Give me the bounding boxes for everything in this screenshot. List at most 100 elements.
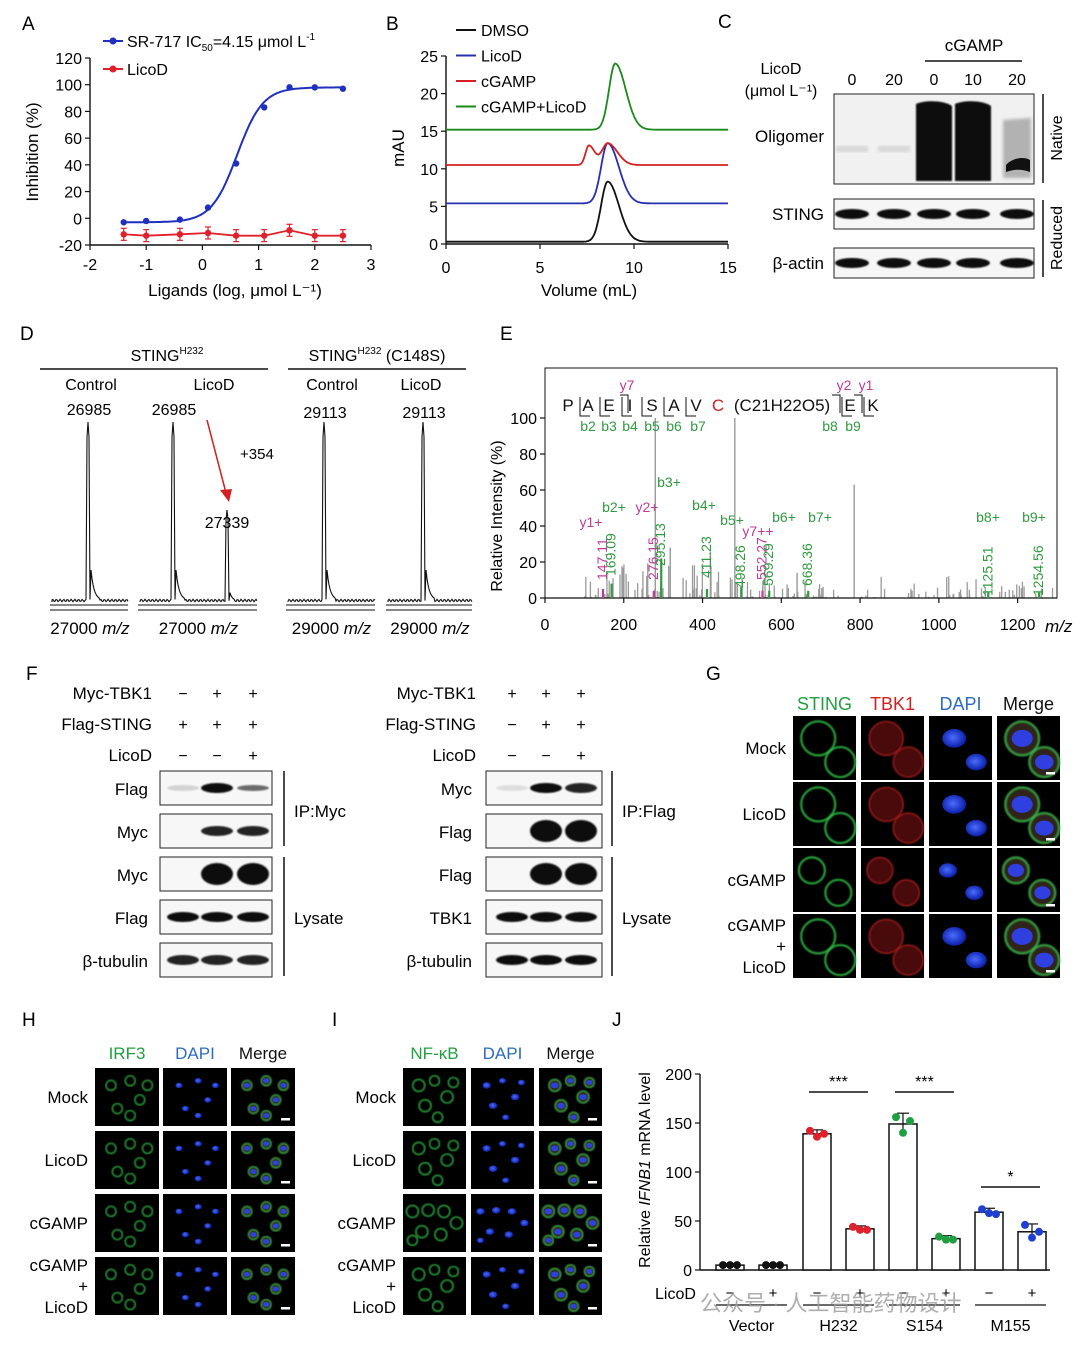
micro-nucleus [502,1303,510,1310]
a-point-licod [261,232,268,239]
micro-merge-nucleus [1034,820,1054,836]
a-point-licod [339,232,347,239]
panel-b-plot [446,62,728,243]
e-b-bracket [841,397,852,417]
panel-d-label: D [20,324,34,345]
j-point [856,1225,864,1234]
micro-row-label: LicoD [353,1298,396,1317]
d-spectrum-trace [287,421,376,603]
d-spectrum-trace [387,421,473,603]
f-condition-mark: + [248,717,257,734]
a-point-licod [286,227,293,234]
j-licod-mark: + [1028,1285,1037,1302]
panel-d-shift: +354 [240,446,274,463]
micro-merge-nucleus [250,1169,257,1175]
micro-merge-nucleus [280,1271,287,1277]
panel-d-spectra: Control 26985 27000 m/z LicoD 26985 27000 m/z… [50,377,473,638]
a-point-licod [204,229,212,237]
e-seq-residue: E [844,396,855,415]
d-axis-label: 27000 m/z [159,619,239,638]
micro-green-cell [447,1265,460,1278]
e-fragment-mz: 295.13 [652,523,668,566]
j-sig-label: * [1007,1169,1013,1186]
b-trace-cgamp [446,142,728,166]
panel-g: G STING TBK1 DAPI Merge Mock LicoD cGAMP cGAMP +… [706,664,1061,978]
micro-nucleus [181,1168,189,1175]
micro-nucleus [194,1204,202,1210]
micro-green-cell [418,1098,432,1113]
panel-b-label: B [386,14,399,35]
j-point [1028,1233,1036,1242]
micro-row-label: LicoD [743,805,786,824]
a-ytick-label: 100 [55,78,82,95]
b-legend-label: cGAMP [481,74,536,91]
f-row-label: Flag [115,780,148,799]
scale-bar [281,1244,290,1247]
micro-merge-nucleus [1034,886,1051,900]
b-ytick-label: 20 [420,87,438,104]
micro-green-cell [405,1204,420,1219]
micro-tile [929,914,992,978]
micro-nucleus [488,1291,498,1298]
micro-merge-nucleus [551,1271,559,1278]
panel-b-axes: 0 5 10 15 20 25 0 5 10 15 [420,49,737,277]
legend-marker-licod [109,65,117,73]
panel-h-grid: IRF3 DAPI Merge Mock LicoD cGAMP cGAMP + LicoD [29,1044,295,1317]
micro-nucleus [504,1231,513,1238]
e-fragment-mz: 552.27 [754,537,770,580]
a-ytick-label: 0 [73,211,82,228]
a-point-licod [311,232,318,239]
micro-nucleus [194,1112,202,1119]
f-condition-mark: + [541,686,550,703]
e-xtick-label: 800 [847,617,874,634]
micro-green-cell [431,1174,444,1187]
j-ytick-label: 200 [665,1067,692,1084]
micro-nucleus [194,1141,202,1147]
micro-row-label: LicoD [45,1298,88,1317]
micro-merge-nucleus [243,1145,251,1151]
e-b-ion: b6 [666,418,682,434]
micro-nucleus [517,1079,525,1086]
e-fragment-mz: 147.11 [594,538,610,580]
micro-tile [929,848,992,912]
f-ip-label: IP:Myc [294,802,346,821]
j-point [769,1261,777,1270]
f-band [167,955,199,965]
f-condition-mark: + [576,748,585,765]
c-actin-band [877,258,911,268]
micro-row-label: cGAMP [727,916,786,935]
f-condition-mark: + [576,717,585,734]
a-xtick-label: -1 [139,257,153,274]
e-seq-residue: A [582,396,594,415]
micro-green-cell [134,1283,146,1295]
e-b-bracket [599,397,610,417]
micro-nucleus [499,1267,506,1273]
e-fragment-mz: 169.09 [603,533,619,576]
micro-red-cell [892,812,924,844]
micro-row-label: LicoD [45,1151,88,1170]
micro-column-header: Merge [1003,694,1054,714]
e-ytick-label: 40 [519,519,537,536]
micro-merge-nucleus [557,1165,565,1172]
micro-merge-nucleus [570,1177,577,1183]
micro-column-header: STING [797,694,852,714]
f-condition-mark: + [541,717,550,734]
panel-d: D STINGH232 STINGH232 (C148S) Control 269… [20,324,473,638]
f-ip-label: IP:Flag [622,802,676,821]
micro-green-cell [447,1139,460,1152]
f-condition-label: Myc-TBK1 [73,684,152,703]
a-point-licod [120,231,127,238]
j-point [935,1232,943,1241]
micro-merge-nucleus [263,1267,270,1273]
j-licod-mark: − [813,1285,822,1302]
d-axis-label: 29000 m/z [292,619,372,638]
micro-row-label: LicoD [743,958,786,977]
e-fragment-mz: 668.36 [799,543,815,586]
j-bar [974,1211,1004,1271]
micro-column-header: DAPI [939,694,981,714]
micro-nucleus [520,1219,529,1227]
micro-green-cell [141,1142,154,1155]
f-condition-mark: + [576,686,585,703]
micro-row-label: cGAMP [337,1256,396,1275]
a-point-licod [176,231,184,238]
